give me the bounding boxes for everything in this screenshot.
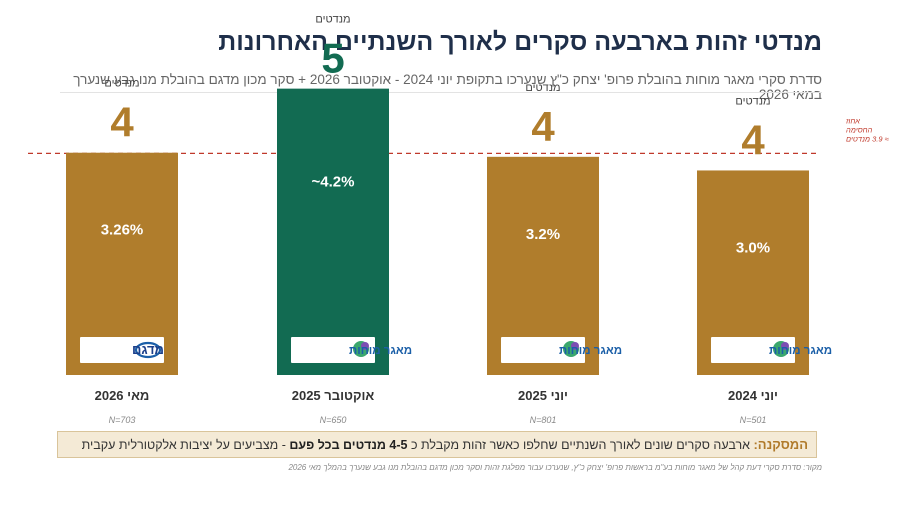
bar-percent-label: ~4.2%	[312, 174, 355, 191]
conclusion-text-after: - מצביעים על יציבות אלקטורלית עקבית	[81, 438, 286, 452]
seats-label: מנדטים	[315, 14, 350, 26]
conclusion-text-before: ארבעה סקרים שונים לאורך השנתיים שחלפו כא…	[410, 438, 750, 452]
bar-percent-label: 3.2%	[526, 226, 560, 243]
maagar-mochot-logo-accent	[571, 342, 579, 350]
bar	[277, 88, 389, 376]
seats-value: 5	[321, 35, 344, 82]
bar-percent-label: 3.0%	[736, 239, 770, 256]
chart-subtitle: סדרת סקרי מאגר מוחות בהובלת פרופ' יצחק כ…	[73, 72, 822, 102]
pollster-logo-box	[501, 337, 585, 363]
sample-size-label: N=703	[109, 415, 136, 425]
pollster-logo-box	[291, 337, 375, 363]
sample-size-label: N=801	[530, 415, 557, 425]
seats-value: 4	[741, 116, 765, 163]
threshold-label: אחוז	[846, 116, 860, 125]
threshold-label: ≈ 3.9 מנדטים	[846, 134, 889, 143]
madgam-logo-icon	[134, 341, 162, 359]
pollster-name: מאגר מוחות	[349, 345, 412, 357]
pollster-name: מאגר מוחות	[559, 345, 622, 357]
sample-size-label: N=650	[320, 415, 347, 425]
pollster-name: מאגר מוחות	[769, 345, 832, 357]
conclusion-box: המסקנה: ארבעה סקרים שונים לאורך השנתיים …	[57, 431, 817, 458]
maagar-mochot-logo-accent	[361, 342, 369, 350]
threshold-label: החסימה	[846, 125, 873, 134]
conclusion-highlight: 4-5 מנדטים בכל פעם	[289, 438, 408, 452]
conclusion-label: המסקנה:	[753, 437, 808, 452]
sample-size-label: N=501	[740, 415, 767, 425]
bar-percent-label: 3.26%	[101, 222, 144, 239]
seats-label: מנדטים	[104, 78, 139, 90]
category-label: אוקטובר 2025	[292, 388, 375, 403]
chart-title: מנדטי זהות בארבעה סקרים לאורך השנתיים הא…	[218, 28, 822, 56]
seats-label: מנדטים	[525, 82, 560, 94]
seats-value: 4	[531, 103, 555, 150]
seats-label: מנדטים	[735, 95, 770, 107]
header-divider	[60, 92, 822, 93]
pollster-logo-box	[711, 337, 795, 363]
seats-value: 4	[110, 99, 134, 146]
maagar-mochot-logo-accent	[781, 342, 789, 350]
category-label: מאי 2026	[95, 388, 150, 403]
source-note: מקור: סדרת סקרי דעת קהל של מאגר מוחות בע…	[288, 463, 822, 472]
category-label: יוני 2024	[728, 388, 778, 403]
category-label: יוני 2025	[518, 388, 568, 403]
pollster-name: מדגם	[132, 342, 164, 357]
